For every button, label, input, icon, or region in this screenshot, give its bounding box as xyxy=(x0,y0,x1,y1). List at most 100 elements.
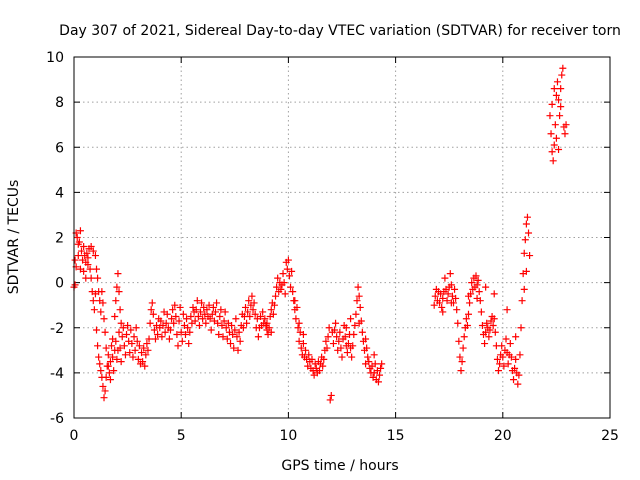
data-point xyxy=(245,297,253,305)
data-point xyxy=(354,283,362,291)
data-point xyxy=(302,346,310,354)
data-point xyxy=(348,353,356,361)
data-point xyxy=(257,312,265,320)
data-point xyxy=(233,333,241,341)
data-point xyxy=(550,85,558,93)
data-point xyxy=(520,249,528,257)
data-point xyxy=(342,324,350,332)
data-point xyxy=(515,371,523,379)
data-point xyxy=(244,308,252,316)
y-tick-label: 0 xyxy=(55,276,64,292)
data-point xyxy=(362,360,370,368)
y-tick-label: 8 xyxy=(55,95,64,111)
data-point xyxy=(292,315,300,323)
data-point xyxy=(113,355,121,363)
data-point xyxy=(230,344,238,352)
data-point xyxy=(140,344,148,352)
data-point xyxy=(308,355,316,363)
data-point xyxy=(91,252,99,260)
data-point xyxy=(436,299,444,307)
data-point xyxy=(481,340,489,348)
data-point xyxy=(323,344,331,352)
data-point xyxy=(104,362,112,370)
data-point xyxy=(259,308,267,316)
data-point xyxy=(280,279,288,287)
data-point xyxy=(473,294,481,302)
data-point xyxy=(157,317,165,325)
data-point xyxy=(195,321,203,329)
data-point xyxy=(242,303,250,311)
data-point xyxy=(129,353,137,361)
data-point xyxy=(75,238,83,246)
data-point xyxy=(134,355,142,363)
data-point xyxy=(148,299,156,307)
data-point xyxy=(459,344,467,352)
data-point xyxy=(235,328,243,336)
data-point xyxy=(456,353,464,361)
data-point xyxy=(490,290,498,298)
data-point xyxy=(522,220,530,228)
data-point xyxy=(336,328,344,336)
data-point xyxy=(90,306,98,314)
data-point xyxy=(84,254,92,262)
data-point xyxy=(191,317,199,325)
data-point xyxy=(330,326,338,334)
data-point xyxy=(550,141,558,149)
data-point xyxy=(115,328,123,336)
data-point xyxy=(118,333,126,341)
data-point xyxy=(377,364,385,372)
data-point xyxy=(510,376,518,384)
data-point xyxy=(135,342,143,350)
data-point xyxy=(151,335,159,343)
data-point xyxy=(116,306,124,314)
data-point xyxy=(504,360,512,368)
data-point xyxy=(295,337,303,345)
data-point xyxy=(558,71,566,79)
data-points xyxy=(70,64,570,404)
data-point xyxy=(485,333,493,341)
data-point xyxy=(263,319,271,327)
data-point xyxy=(222,324,230,332)
data-point xyxy=(102,373,110,381)
data-point xyxy=(130,333,138,341)
data-point xyxy=(218,321,226,329)
data-point xyxy=(352,310,360,318)
data-point xyxy=(112,297,120,305)
data-point xyxy=(71,281,79,289)
data-point xyxy=(133,337,141,345)
data-point xyxy=(270,301,278,309)
data-point xyxy=(273,283,281,291)
data-point xyxy=(109,335,117,343)
data-point xyxy=(73,234,81,241)
data-point xyxy=(113,283,121,291)
data-point xyxy=(86,265,94,273)
data-point xyxy=(370,351,378,359)
data-point xyxy=(477,308,485,316)
y-tick-label: 10 xyxy=(46,50,64,66)
data-point xyxy=(279,270,287,278)
data-point xyxy=(347,315,355,323)
y-tick-label: 2 xyxy=(55,231,64,247)
data-point xyxy=(178,337,186,345)
data-point xyxy=(444,290,452,298)
data-point xyxy=(355,292,363,300)
data-point xyxy=(100,394,108,402)
data-point xyxy=(181,331,189,339)
data-point xyxy=(186,328,194,336)
data-point xyxy=(228,321,236,329)
data-point xyxy=(249,306,257,314)
data-point xyxy=(322,337,330,345)
data-point xyxy=(192,306,200,314)
data-point xyxy=(464,292,472,300)
data-point xyxy=(482,283,490,291)
data-point xyxy=(120,342,128,350)
data-point xyxy=(78,247,86,255)
data-point xyxy=(231,326,239,334)
data-point xyxy=(269,310,277,318)
data-point xyxy=(123,331,131,339)
data-point xyxy=(486,326,494,334)
data-point xyxy=(185,340,193,348)
data-point xyxy=(353,297,361,305)
data-point xyxy=(337,344,345,352)
data-point xyxy=(548,100,556,108)
